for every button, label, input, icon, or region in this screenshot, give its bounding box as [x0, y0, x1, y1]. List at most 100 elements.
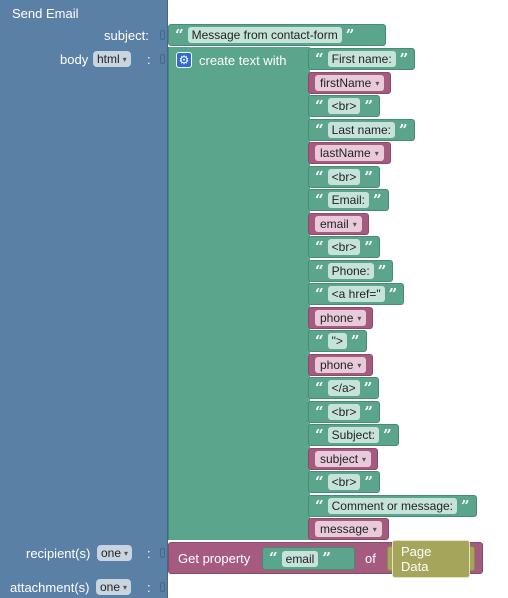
- close-quote-icon: ”: [383, 425, 392, 444]
- close-quote-icon: ”: [377, 261, 387, 280]
- body-format-dropdown[interactable]: html ▾: [93, 51, 131, 67]
- attachments-input-connector: [160, 582, 165, 592]
- chevron-down-icon: ▾: [362, 454, 367, 464]
- close-quote-icon: ”: [350, 331, 360, 350]
- variable-name: email: [320, 217, 349, 231]
- variable-name: subject: [320, 452, 359, 466]
- text-block-field[interactable]: Comment or message:: [327, 498, 458, 514]
- variable-block[interactable]: phone ▾: [308, 354, 374, 376]
- chevron-down-icon: ▾: [372, 524, 377, 534]
- text-block-field[interactable]: Subject:: [327, 427, 379, 443]
- recipients-mode-value: one: [101, 546, 122, 560]
- variable-name: message: [320, 522, 369, 536]
- open-quote-icon: “: [315, 190, 324, 209]
- attachments-colon: :: [147, 580, 151, 595]
- variable-block[interactable]: message ▾: [308, 518, 389, 540]
- variable-name: phone: [320, 358, 354, 372]
- text-block-field[interactable]: <br>: [327, 239, 361, 255]
- body-colon: :: [147, 52, 151, 67]
- attachments-label: attachment(s): [10, 580, 90, 595]
- chevron-down-icon: ▾: [374, 148, 379, 158]
- text-block-field[interactable]: First name:: [327, 51, 396, 67]
- close-quote-icon: ”: [372, 190, 382, 209]
- close-quote-icon: ”: [399, 120, 408, 139]
- page-data-block[interactable]: Page Data: [387, 539, 475, 578]
- property-name-field[interactable]: email: [281, 550, 319, 567]
- subject-text-block[interactable]: “ Message from contact-form ”: [168, 24, 386, 46]
- text-block[interactable]: “">”: [308, 330, 367, 352]
- variable-dropdown[interactable]: phone ▾: [315, 310, 367, 326]
- open-quote-icon: “: [315, 378, 324, 397]
- text-block[interactable]: “<br>”: [308, 236, 380, 258]
- text-block[interactable]: “Email:”: [308, 189, 389, 211]
- send-email-block[interactable]: [0, 0, 168, 598]
- close-quote-icon: ”: [461, 496, 470, 515]
- variable-dropdown[interactable]: message ▾: [315, 521, 382, 537]
- text-block[interactable]: “Last name:”: [308, 119, 415, 141]
- close-quote-icon: ”: [364, 237, 373, 256]
- text-block[interactable]: “<br>”: [308, 166, 380, 188]
- chevron-down-icon: ▾: [122, 54, 127, 64]
- variable-block[interactable]: email ▾: [308, 213, 369, 235]
- open-quote-icon: “: [315, 496, 324, 515]
- text-block[interactable]: “Subject:”: [308, 424, 399, 446]
- text-block-field[interactable]: <br>: [327, 474, 361, 490]
- variable-dropdown[interactable]: firstName ▾: [315, 75, 385, 91]
- text-block[interactable]: “<a href="”: [308, 283, 405, 305]
- text-block-field[interactable]: <br>: [327, 404, 361, 420]
- variable-dropdown[interactable]: email ▾: [315, 216, 362, 232]
- open-quote-icon: “: [315, 237, 324, 256]
- open-quote-icon: “: [315, 49, 324, 68]
- property-name-text-block[interactable]: “ email ”: [262, 547, 355, 570]
- text-block[interactable]: “<br>”: [308, 401, 380, 423]
- text-block-field[interactable]: Last name:: [327, 122, 396, 138]
- recipients-label: recipient(s): [26, 546, 91, 561]
- attachments-mode-dropdown[interactable]: one ▾: [96, 579, 132, 595]
- open-quote-icon: “: [315, 472, 324, 491]
- variable-block[interactable]: firstName ▾: [308, 72, 392, 94]
- text-block[interactable]: “</a>”: [308, 377, 380, 399]
- close-quote-icon: ”: [364, 96, 373, 115]
- open-quote-icon: “: [315, 425, 324, 444]
- text-block-field[interactable]: <br>: [327, 98, 361, 114]
- variable-dropdown[interactable]: subject ▾: [315, 451, 372, 467]
- body-format-value: html: [97, 52, 120, 66]
- send-email-title: Send Email: [12, 6, 79, 21]
- page-data-label: Page Data: [392, 539, 470, 578]
- variable-block[interactable]: lastName ▾: [308, 142, 391, 164]
- create-text-block[interactable]: [168, 47, 310, 540]
- get-property-label: Get property: [178, 551, 251, 566]
- variable-block[interactable]: subject ▾: [308, 448, 379, 470]
- variable-dropdown[interactable]: lastName ▾: [315, 145, 384, 161]
- variable-dropdown[interactable]: phone ▾: [315, 357, 367, 373]
- text-block-field[interactable]: Phone:: [327, 263, 374, 279]
- text-block-field[interactable]: <a href=": [327, 286, 385, 302]
- close-quote-icon: ”: [322, 549, 331, 567]
- close-quote-icon: ”: [399, 49, 409, 68]
- text-block-field[interactable]: ">: [327, 333, 347, 349]
- text-block[interactable]: “<br>”: [308, 471, 380, 493]
- body-label: body: [60, 52, 89, 67]
- gear-icon[interactable]: ⚙: [176, 52, 192, 68]
- text-block[interactable]: “<br>”: [308, 95, 380, 117]
- open-quote-icon: “: [175, 25, 184, 44]
- open-quote-icon: “: [315, 261, 324, 280]
- subject-text-field[interactable]: Message from contact-form: [187, 27, 342, 43]
- chevron-down-icon: ▾: [124, 548, 129, 558]
- variable-block[interactable]: phone ▾: [308, 307, 374, 329]
- text-block-field[interactable]: Email:: [327, 192, 369, 208]
- text-block-field[interactable]: <br>: [327, 169, 361, 185]
- text-block[interactable]: “Comment or message:”: [308, 495, 477, 517]
- create-text-label: create text with: [199, 53, 287, 68]
- text-block[interactable]: “First name:”: [308, 48, 416, 70]
- open-quote-icon: “: [315, 167, 324, 186]
- close-quote-icon: ”: [363, 378, 373, 397]
- recipients-mode-dropdown[interactable]: one ▾: [97, 545, 133, 561]
- close-quote-icon: ”: [364, 402, 373, 421]
- text-block-field[interactable]: </a>: [327, 380, 360, 396]
- close-quote-icon: ”: [364, 472, 373, 491]
- text-block[interactable]: “Phone:”: [308, 260, 394, 282]
- open-quote-icon: “: [315, 284, 324, 303]
- chevron-down-icon: ▾: [123, 582, 128, 592]
- subject-input-connector: [160, 30, 165, 40]
